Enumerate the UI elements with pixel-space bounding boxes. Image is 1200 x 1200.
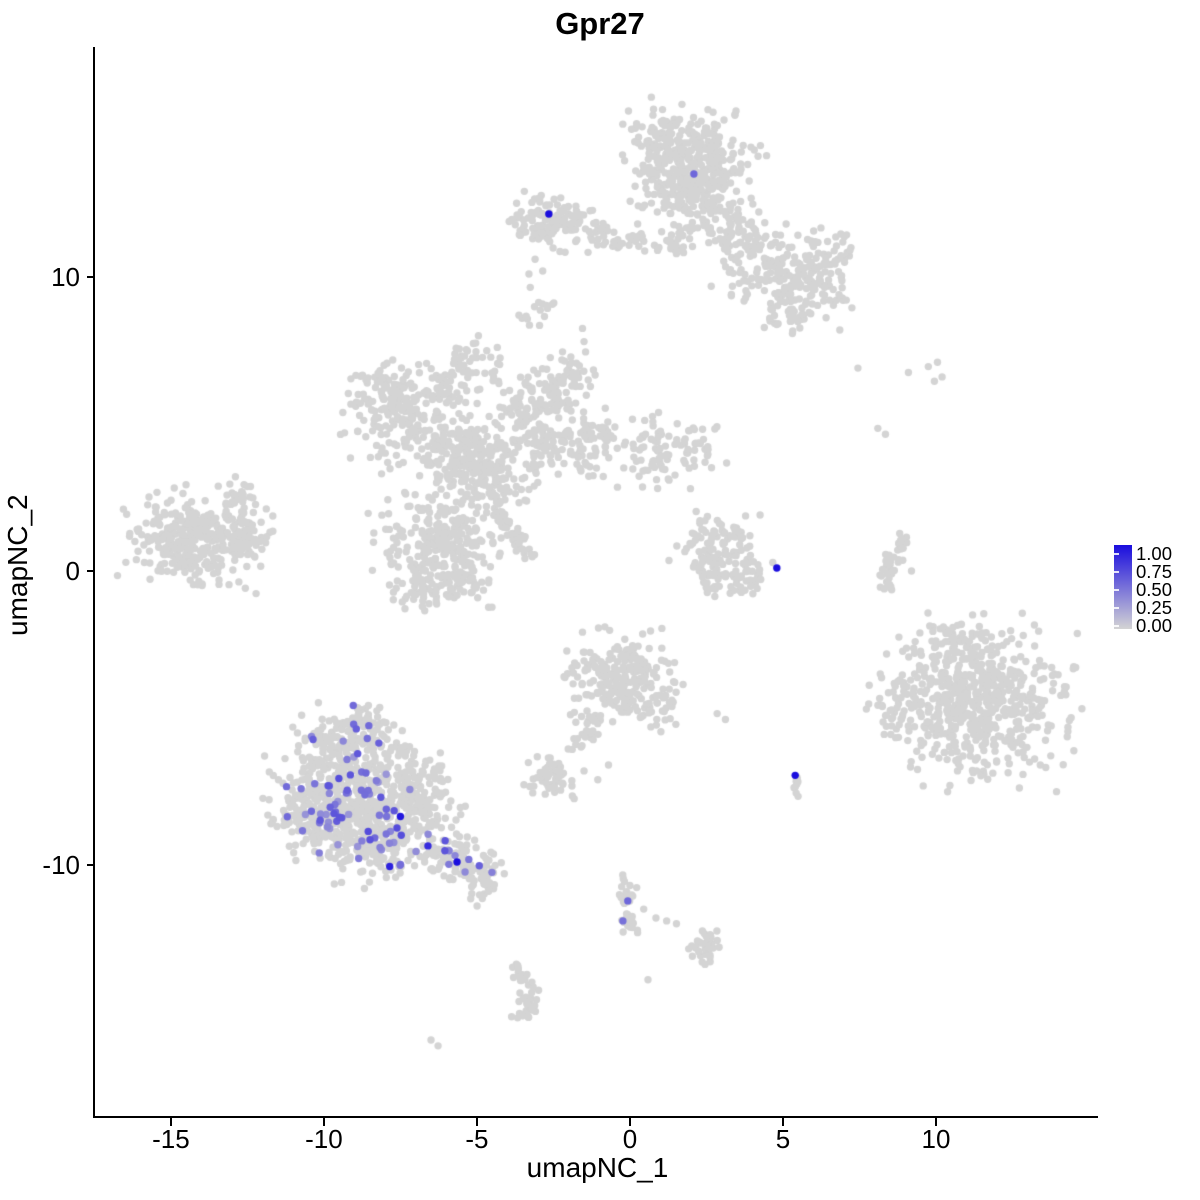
x-tick-mark [169,1118,172,1126]
x-tick-label: -15 [152,1124,190,1154]
x-tick-label: -5 [465,1124,489,1154]
x-tick-label: -10 [305,1124,343,1154]
y-tick-label: -10 [42,850,80,880]
legend-gradient-bar [1114,545,1132,629]
y-axis-line [93,47,95,1118]
x-axis-line [93,1116,1098,1118]
x-tick-label: 5 [775,1124,791,1154]
y-tick-mark [87,275,95,278]
x-tick-mark [628,1118,631,1126]
x-tick-label: 10 [921,1124,951,1154]
legend-tick-mark [1114,552,1119,555]
x-axis-title: umapNC_1 [526,1152,669,1183]
chart-title: Gpr27 [555,6,645,41]
x-tick-mark [475,1118,478,1126]
legend-tick-mark [1114,588,1119,591]
x-tick-mark [322,1118,325,1126]
x-tick-label: 0 [622,1124,638,1154]
x-tick-mark [934,1118,937,1126]
legend-value-label: 0.25 [1136,597,1173,619]
y-tick-label: 10 [51,261,80,292]
legend-tick-mark [1114,607,1119,610]
legend-tick-mark [1114,625,1119,628]
y-tick-label: 0 [65,555,80,586]
legend-value-label: 1.00 [1136,542,1173,564]
legend-tick-mark [1114,570,1119,573]
legend-value-label: 0.50 [1136,578,1173,600]
legend-value-label: 0.00 [1136,615,1173,637]
legend-value-label: 0.75 [1136,560,1173,582]
y-tick-mark [87,569,95,572]
x-tick-mark [781,1118,784,1126]
y-tick-mark [87,864,95,866]
